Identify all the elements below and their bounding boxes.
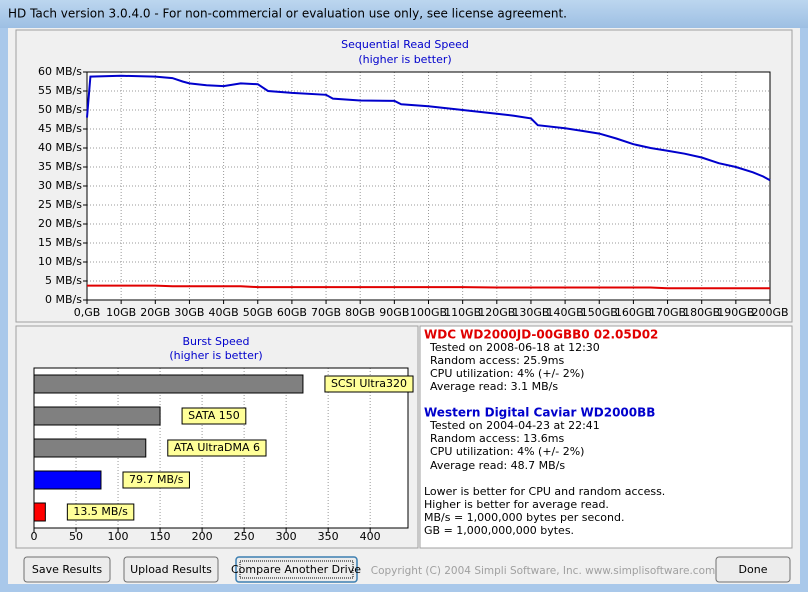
y-tick-label: 5 MB/s [45, 274, 82, 287]
read-subtitle: (higher is better) [358, 53, 451, 66]
note: Lower is better for CPU and random acces… [424, 485, 665, 498]
y-tick-label: 15 MB/s [38, 236, 82, 249]
x-tick-label: 30GB [174, 306, 204, 319]
button-label[interactable]: Compare Another Drive [231, 563, 361, 576]
y-tick-label: 35 MB/s [38, 160, 82, 173]
x-tick-label: 130GB [512, 306, 549, 319]
drive-average-read: Average read: 3.1 MB/s [430, 380, 558, 393]
y-tick-label: 25 MB/s [38, 198, 82, 211]
value-label: SATA 150 [188, 409, 240, 422]
drive-name: Western Digital Caviar WD2000BB [424, 406, 655, 420]
button[interactable]: Upload Results [123, 556, 219, 583]
y-tick-label: 50 MB/s [38, 103, 82, 116]
x-tick-label: 150GB [581, 306, 618, 319]
x-tick-label: 20GB [140, 306, 170, 319]
title-bar [0, 0, 808, 28]
focus-rect [239, 560, 354, 579]
value-label-box [122, 471, 190, 489]
x-tick-label: 50 [69, 530, 83, 543]
x-tick-label: 100 [108, 530, 129, 543]
button-frame[interactable] [123, 556, 219, 583]
x-tick-label: 180GB [683, 306, 720, 319]
plot-frame [86, 71, 771, 301]
x-tick-label: 160GB [615, 306, 652, 319]
x-tick-label: 50GB [243, 306, 273, 319]
x-tick-label: 300 [276, 530, 297, 543]
button[interactable]: Compare Another Drive [231, 556, 361, 583]
bar [33, 502, 46, 522]
value-label: ATA UltraDMA 6 [174, 441, 260, 454]
x-tick-label: 150 [150, 530, 171, 543]
value-label-box [324, 375, 414, 393]
note: GB = 1,000,000,000 bytes. [424, 524, 574, 537]
drive-cpu: CPU utilization: 4% (+/- 2%) [430, 367, 584, 380]
note: MB/s = 1,000,000 bytes per second. [424, 511, 624, 524]
x-tick-label: 170GB [649, 306, 686, 319]
x-tick-label: 80GB [345, 306, 375, 319]
x-tick-label: 140GB [547, 306, 584, 319]
x-tick-label: 100GB [410, 306, 447, 319]
button-frame[interactable] [235, 556, 358, 583]
read-title: Sequential Read Speed [341, 38, 469, 51]
y-tick-label: 10 MB/s [38, 255, 82, 268]
drive-tested: Tested on 2004-04-23 at 22:41 [429, 419, 600, 432]
value-label: 13.5 MB/s [73, 505, 128, 518]
drive-tested: Tested on 2008-06-18 at 12:30 [429, 341, 600, 354]
bar [33, 374, 304, 394]
y-tick-label: 40 MB/s [38, 141, 82, 154]
drive-average-read: Average read: 48.7 MB/s [430, 459, 565, 472]
y-tick-label: 30 MB/s [38, 179, 82, 192]
drive-cpu: CPU utilization: 4% (+/- 2%) [430, 445, 584, 458]
y-tick-label: 0 MB/s [45, 293, 82, 306]
copyright: Copyright (C) 2004 Simpli Software, Inc.… [371, 565, 715, 577]
drive-name: WDC WD2000JD-00GBB0 02.05D02 [424, 328, 658, 342]
x-tick-label: 70GB [311, 306, 341, 319]
x-tick-label: 120GB [478, 306, 515, 319]
button-frame[interactable] [23, 556, 111, 583]
y-tick-label: 55 MB/s [38, 84, 82, 97]
y-tick-label: 60 MB/s [38, 65, 82, 78]
data-line [87, 284, 770, 290]
x-tick-label: 350 [318, 530, 339, 543]
x-tick-label: 190GB [717, 306, 754, 319]
y-tick-label: 20 MB/s [38, 217, 82, 230]
data-line [86, 74, 771, 182]
drive-random-access: Random access: 25.9ms [430, 354, 565, 367]
burst-subtitle: (higher is better) [169, 349, 262, 362]
value-label-box [181, 407, 247, 425]
value-label-box [167, 439, 267, 457]
x-tick-label: 10GB [106, 306, 136, 319]
window-title: HD Tach version 3.0.4.0 - For non-commer… [8, 7, 567, 21]
drive-random-access: Random access: 13.6ms [430, 432, 565, 445]
burst-title: Burst Speed [182, 335, 249, 348]
x-tick-label: 110GB [444, 306, 481, 319]
button[interactable]: Done [715, 556, 791, 583]
button-label[interactable]: Upload Results [130, 563, 212, 576]
button-label[interactable]: Done [739, 563, 768, 576]
x-tick-label: 40GB [209, 306, 239, 319]
button-label[interactable]: Save Results [32, 563, 102, 576]
bar [33, 438, 147, 458]
bar [33, 470, 102, 490]
bar [33, 406, 161, 426]
x-tick-label: 0,GB [74, 306, 101, 319]
value-label: SCSI Ultra320 [331, 377, 407, 390]
x-tick-label: 60GB [277, 306, 307, 319]
x-tick-label: 200 [192, 530, 213, 543]
button-frame[interactable] [715, 556, 791, 583]
y-tick-label: 45 MB/s [38, 122, 82, 135]
value-label-box [66, 503, 135, 521]
x-tick-label: 400 [360, 530, 381, 543]
x-tick-label: 200GB [751, 306, 788, 319]
info-panel [419, 325, 793, 549]
note: Higher is better for average read. [424, 498, 609, 511]
x-tick-label: 250 [234, 530, 255, 543]
value-label: 79.7 MB/s [129, 473, 184, 486]
x-tick-label: 0 [31, 530, 38, 543]
x-tick-label: 90GB [379, 306, 409, 319]
button[interactable]: Save Results [23, 556, 111, 583]
